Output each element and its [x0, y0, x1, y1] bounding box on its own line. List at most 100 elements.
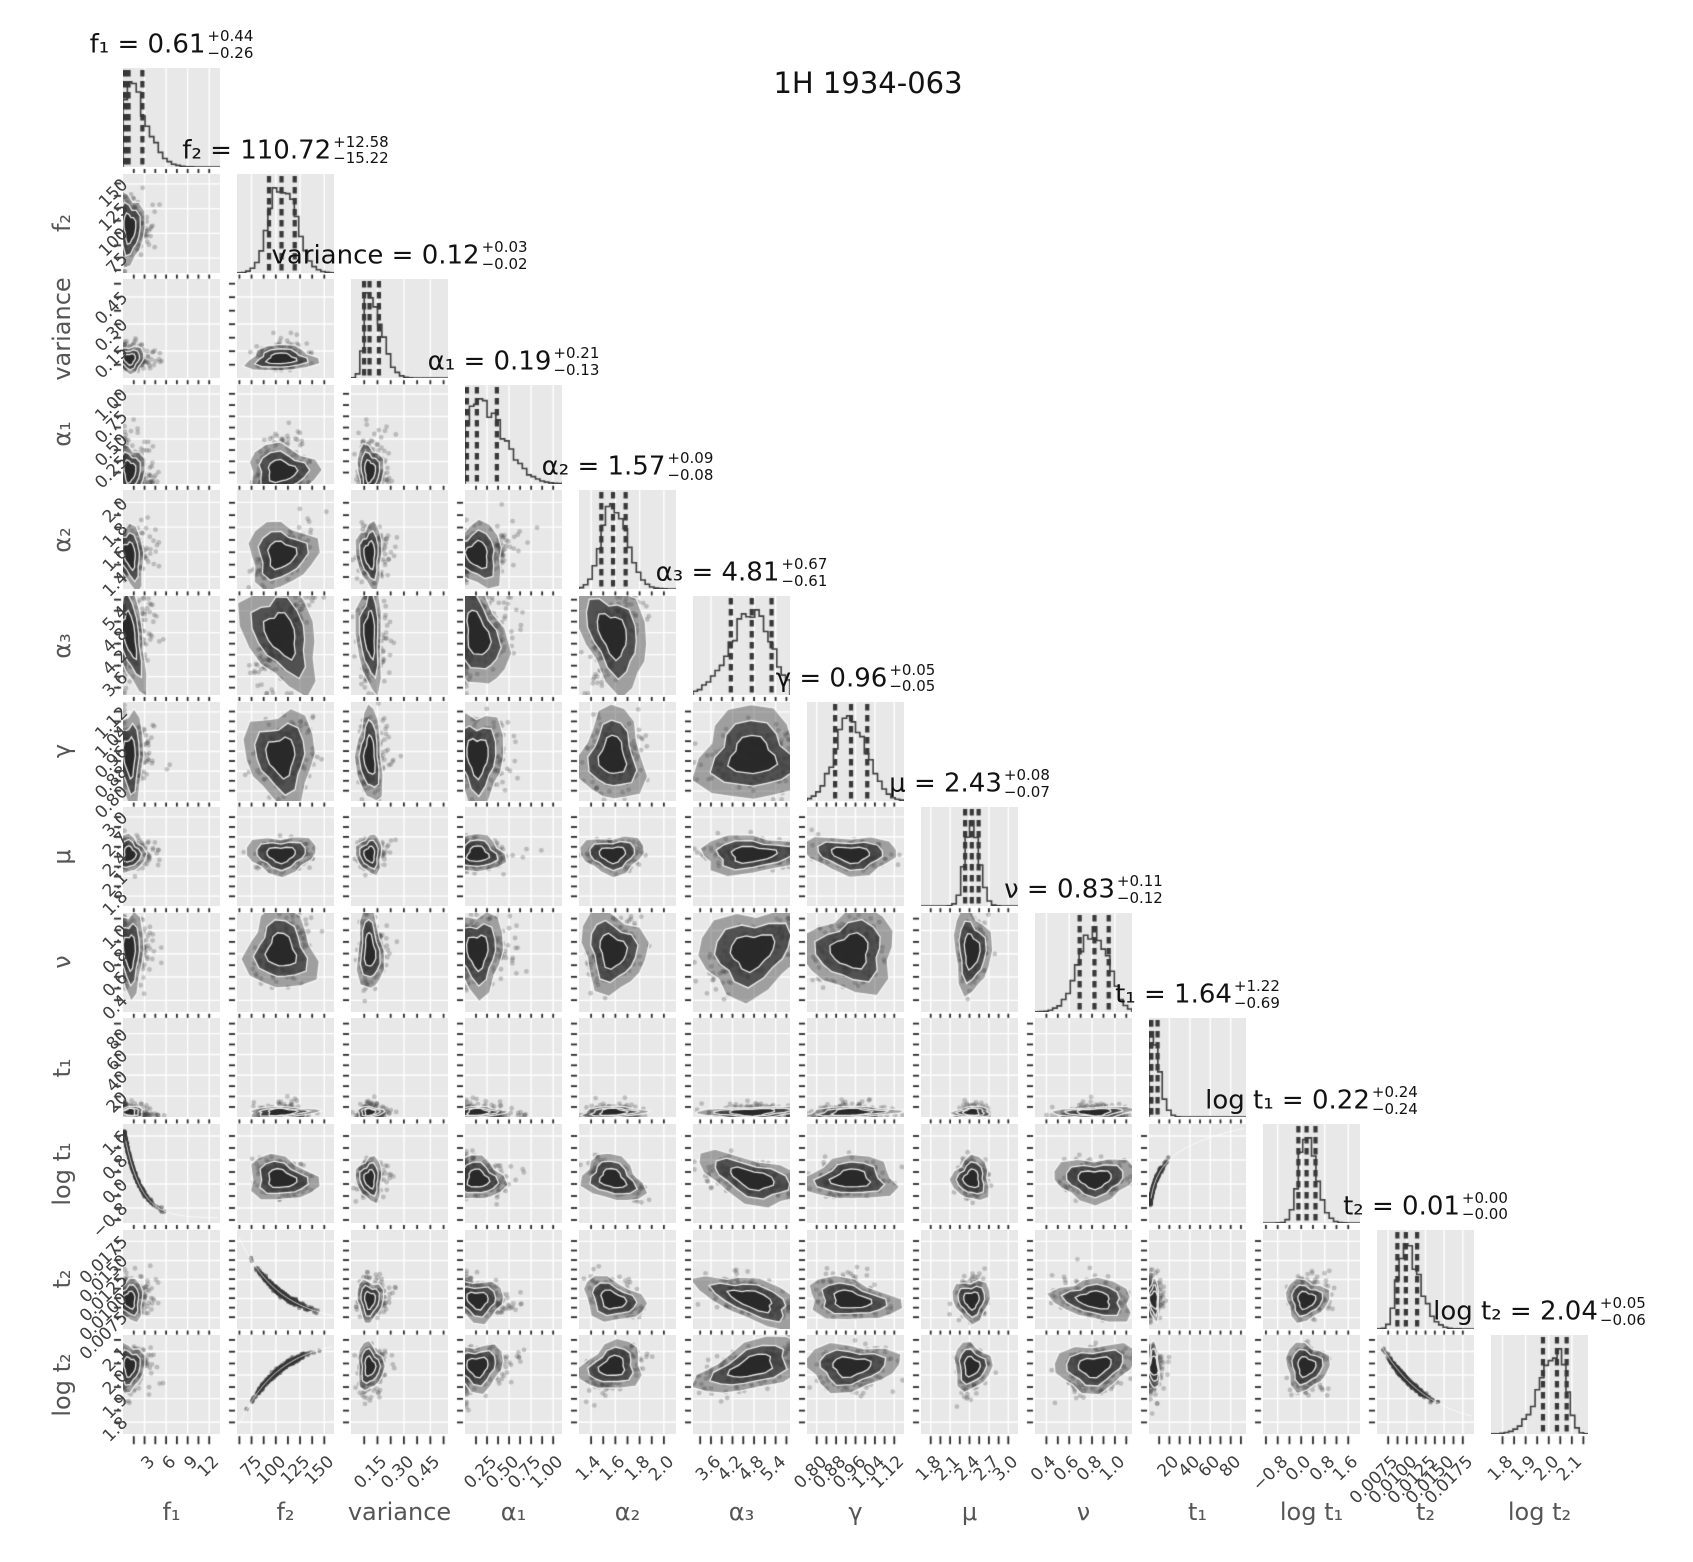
- summary-value: t₂ = 0.01: [1343, 1190, 1460, 1221]
- panel-a1-f1: [123, 384, 220, 484]
- y-axis-label-a1: α₁: [48, 421, 76, 448]
- param-summary-f1: f₁ = 0.61 +0.44 −0.26: [90, 28, 254, 62]
- y-axis-label-g: γ: [48, 743, 76, 759]
- panel-t2-mu: [921, 1229, 1018, 1329]
- summary-lower-error: −0.13: [553, 360, 600, 379]
- x-tick-label: 5.4: [756, 1452, 790, 1486]
- panel-lt1-nu: [1035, 1124, 1132, 1223]
- summary-upper-error: +0.03: [481, 238, 528, 257]
- panel-nu-f2: [237, 912, 334, 1012]
- summary-value: f₁ = 0.61: [89, 29, 206, 60]
- panel-t1-a3: [693, 1018, 790, 1118]
- x-axis-label-t2: t₂: [1415, 1498, 1436, 1526]
- panel-lt1-f2: [237, 1124, 334, 1223]
- summary-value: α₃ = 4.81: [655, 557, 780, 588]
- param-summary-a3: α₃ = 4.81 +0.67 −0.61: [656, 556, 828, 590]
- panel-mu-f2: [237, 807, 334, 907]
- panel-t1-a2: [579, 1018, 676, 1118]
- panel-t2-g: [807, 1229, 904, 1329]
- panel-a2-variance: [351, 490, 448, 590]
- summary-value: ν = 0.83: [1004, 874, 1115, 905]
- panel-t1-nu: [1035, 1018, 1132, 1118]
- y-axis-label-variance: variance: [48, 277, 76, 381]
- summary-value: variance = 0.12: [271, 240, 480, 271]
- panel-a3-f1: [123, 596, 220, 695]
- panel-nu-variance: [351, 912, 448, 1012]
- summary-value: t₁ = 1.64: [1115, 979, 1232, 1010]
- x-axis-label-g: γ: [848, 1498, 863, 1526]
- panel-a2-f2: [237, 490, 334, 590]
- summary-lower-error: −0.24: [1371, 1099, 1418, 1118]
- summary-value: μ = 2.43: [889, 768, 1002, 799]
- panel-t2-a2: [579, 1229, 676, 1329]
- x-axis-label-a3: α₃: [728, 1498, 755, 1526]
- param-summary-variance: variance = 0.12 +0.03 −0.02: [271, 239, 527, 273]
- x-axis-label-t1: t₁: [1187, 1498, 1208, 1526]
- y-axis-label-lt2: log t₂: [48, 1353, 76, 1417]
- panel-lt2-variance: [351, 1335, 448, 1435]
- panel-nu-a2: [579, 912, 676, 1012]
- summary-upper-error: +0.08: [1003, 766, 1050, 785]
- x-axis-label-lt2: log t₂: [1507, 1498, 1572, 1526]
- summary-value: α₂ = 1.57: [541, 451, 666, 482]
- panel-t1-variance: [351, 1018, 448, 1118]
- panel-t2-variance: [351, 1229, 448, 1329]
- panel-a1-variance: [351, 384, 448, 484]
- panel-lt2-lt2: [1491, 1335, 1588, 1435]
- x-axis-label-a2: α₂: [614, 1498, 641, 1526]
- panel-mu-f1: [123, 807, 220, 907]
- panel-lt1-a2: [579, 1124, 676, 1223]
- panel-t2-a1: [465, 1229, 562, 1329]
- panel-a2-a1: [465, 490, 562, 590]
- panel-t1-a1: [465, 1018, 562, 1118]
- summary-lower-error: −0.07: [1003, 782, 1050, 801]
- panel-nu-a3: [693, 912, 790, 1012]
- panel-lt2-t1: [1149, 1335, 1246, 1435]
- panel-g-f1: [123, 701, 220, 801]
- summary-lower-error: −0.06: [1599, 1310, 1646, 1329]
- summary-upper-error: +0.05: [1599, 1294, 1646, 1313]
- panel-lt1-a1: [465, 1124, 562, 1223]
- y-axis-label-a3: α₃: [48, 632, 76, 659]
- panel-lt2-a3: [693, 1335, 790, 1435]
- panel-lt2-f1: [123, 1335, 220, 1435]
- panel-t2-a3: [693, 1229, 790, 1329]
- panel-lt2-nu: [1035, 1335, 1132, 1435]
- panel-lt2-mu: [921, 1335, 1018, 1435]
- param-summary-a1: α₁ = 0.19 +0.21 −0.13: [428, 344, 600, 379]
- x-tick-label: 1.6: [1329, 1452, 1363, 1486]
- param-summary-mu: μ = 2.43 +0.08 −0.07: [889, 767, 1050, 801]
- summary-value: γ = 0.96: [775, 662, 888, 693]
- summary-value: log t₁ = 0.22: [1205, 1085, 1370, 1116]
- x-tick-label: 12: [193, 1452, 224, 1482]
- summary-upper-error: +0.05: [889, 660, 936, 679]
- param-summary-f2: f₂ = 110.72 +12.58 −15.22: [182, 133, 388, 168]
- summary-lower-error: −0.69: [1233, 994, 1280, 1013]
- summary-lower-error: −0.00: [1461, 1205, 1508, 1224]
- panel-mu-variance: [351, 807, 448, 907]
- panel-t2-f2: [237, 1229, 334, 1329]
- panel-t2-nu: [1035, 1229, 1132, 1329]
- x-axis-label-lt1: log t₁: [1279, 1498, 1344, 1526]
- panel-g-variance: [351, 701, 448, 801]
- summary-upper-error: +0.11: [1116, 871, 1163, 890]
- panel-nu-g: [807, 912, 904, 1012]
- panel-lt2-f2: [237, 1335, 334, 1435]
- summary-lower-error: −0.08: [667, 466, 714, 485]
- panel-g-a3: [693, 701, 790, 801]
- summary-upper-error: +0.00: [1461, 1188, 1508, 1207]
- panel-t2-f1: [123, 1229, 220, 1329]
- panel-nu-a1: [465, 912, 562, 1012]
- y-axis-label-a2: α₂: [48, 527, 76, 553]
- y-axis-label-t2: t₂: [48, 1269, 76, 1289]
- panel-lt1-mu: [921, 1124, 1018, 1223]
- x-axis-label-f1: f₁: [162, 1498, 181, 1526]
- panel-t1-mu: [921, 1018, 1018, 1118]
- panel-t2-lt1: [1263, 1229, 1360, 1329]
- summary-lower-error: −0.02: [481, 254, 528, 273]
- x-tick-label: 2.1: [1552, 1452, 1586, 1486]
- panel-mu-a1: [465, 807, 562, 907]
- summary-lower-error: −0.26: [207, 43, 254, 62]
- panel-lt1-a3: [693, 1124, 790, 1223]
